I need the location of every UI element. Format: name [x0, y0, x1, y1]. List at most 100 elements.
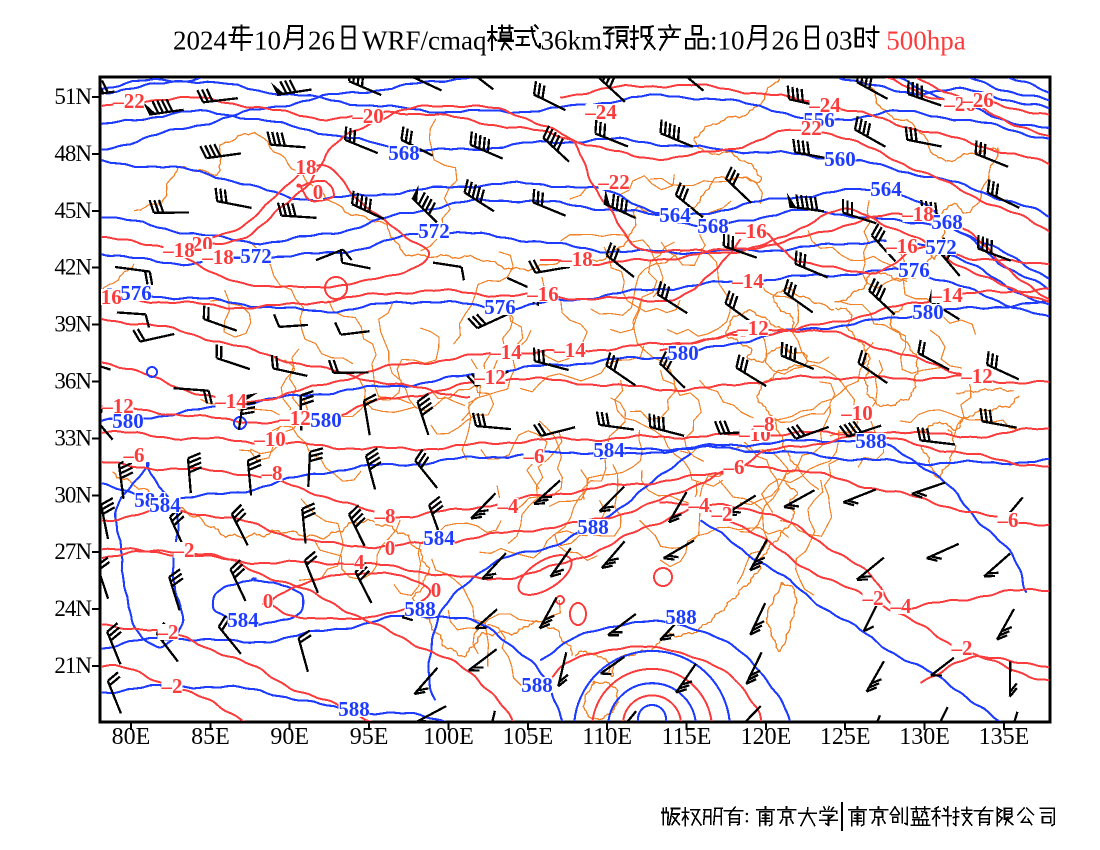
svg-text:–2: –2 [711, 502, 733, 526]
svg-text:588: 588 [404, 597, 436, 621]
svg-text:–14: –14 [214, 389, 247, 413]
svg-text:36N: 36N [54, 369, 92, 394]
svg-text:27N: 27N [54, 539, 92, 564]
svg-text:33N: 33N [54, 425, 92, 450]
svg-text:18: 18 [296, 155, 317, 179]
svg-text:2024: 2024 [173, 26, 228, 56]
svg-text:560: 560 [824, 147, 856, 171]
svg-text:0: 0 [313, 180, 324, 204]
svg-text:–2: –2 [161, 674, 183, 698]
svg-text:–12: –12 [736, 316, 769, 340]
svg-text:–12: –12 [101, 394, 134, 418]
svg-text:–2: –2 [862, 586, 884, 610]
svg-text:588: 588 [855, 429, 887, 453]
svg-text:24N: 24N [54, 596, 92, 621]
svg-text:–14: –14 [731, 269, 764, 293]
svg-text:85E: 85E [191, 724, 230, 750]
svg-text:42N: 42N [54, 255, 92, 280]
svg-text:51N: 51N [54, 84, 92, 109]
svg-text:580: 580 [310, 408, 342, 432]
svg-text:–10: –10 [840, 401, 873, 425]
svg-text:588: 588 [577, 515, 609, 539]
svg-text:580: 580 [912, 300, 944, 324]
svg-text:–20: –20 [351, 104, 384, 128]
svg-text:568: 568 [388, 141, 420, 165]
svg-text:–12: –12 [278, 406, 311, 430]
svg-text:–4: –4 [497, 494, 520, 518]
svg-text:–24: –24 [808, 93, 841, 117]
svg-text:–6: –6 [523, 444, 545, 468]
svg-text:568: 568 [931, 210, 963, 234]
svg-text::10: :10 [710, 26, 745, 56]
svg-text:588: 588 [338, 697, 370, 721]
svg-text:21N: 21N [54, 653, 92, 678]
svg-text:10: 10 [254, 26, 281, 56]
svg-text:–12: –12 [960, 364, 993, 388]
svg-text:115E: 115E [662, 724, 712, 750]
svg-text:WRF/cmaq: WRF/cmaq [362, 26, 487, 56]
svg-text:–26: –26 [961, 88, 994, 112]
svg-text:572: 572 [240, 244, 272, 268]
svg-text:–12: –12 [473, 365, 506, 389]
svg-text:–10: –10 [253, 427, 286, 451]
svg-text:–8: –8 [753, 412, 775, 436]
svg-text:–22: –22 [597, 170, 630, 194]
svg-text:–6: –6 [997, 508, 1019, 532]
svg-text:26: 26 [772, 26, 799, 56]
svg-text:0: 0 [431, 578, 442, 602]
svg-text:39N: 39N [54, 312, 92, 337]
svg-text:–18: –18 [560, 247, 593, 271]
svg-text:580: 580 [667, 341, 699, 365]
svg-text:–6: –6 [723, 455, 745, 479]
svg-text:–2: –2 [951, 636, 973, 660]
svg-text:572: 572 [418, 219, 450, 243]
svg-text:576: 576 [898, 258, 930, 282]
svg-text:100E: 100E [423, 724, 474, 750]
svg-text:564: 564 [870, 177, 902, 201]
svg-text:568: 568 [697, 214, 729, 238]
svg-text:–16: –16 [885, 234, 918, 258]
svg-text:572: 572 [925, 235, 957, 259]
svg-text:–14: –14 [553, 338, 586, 362]
svg-text:–18: –18 [201, 245, 234, 269]
svg-text:–22: –22 [789, 116, 822, 140]
svg-text:0: 0 [263, 589, 274, 613]
svg-text:584: 584 [423, 526, 455, 550]
svg-text::: : [744, 803, 755, 827]
svg-text:95E: 95E [350, 724, 389, 750]
svg-text:120E: 120E [741, 724, 792, 750]
svg-text:110E: 110E [582, 724, 632, 750]
svg-text:–16: –16 [89, 285, 122, 309]
svg-text:30N: 30N [54, 482, 92, 507]
svg-text:–8: –8 [261, 461, 283, 485]
svg-text:90E: 90E [270, 724, 309, 750]
svg-text:–2: –2 [173, 538, 195, 562]
svg-text:–14: –14 [489, 340, 522, 364]
svg-text:–14: –14 [930, 283, 963, 307]
svg-text:–6: –6 [123, 443, 145, 467]
svg-text:–22: –22 [112, 89, 145, 113]
svg-text:576: 576 [484, 295, 516, 319]
svg-text:130E: 130E [899, 724, 950, 750]
svg-text:–2: –2 [157, 620, 179, 644]
svg-text:0: 0 [385, 536, 396, 560]
svg-text:–4: –4 [343, 550, 366, 574]
svg-text:564: 564 [659, 203, 691, 227]
svg-text:–4: –4 [890, 594, 913, 618]
svg-text:–24: –24 [584, 100, 617, 124]
svg-text:45N: 45N [54, 198, 92, 223]
svg-text:–8: –8 [374, 504, 396, 528]
svg-text:36km: 36km [541, 26, 603, 56]
svg-text:500hpa: 500hpa [886, 26, 966, 56]
svg-text:48N: 48N [54, 141, 92, 166]
svg-text:–18: –18 [901, 202, 934, 226]
svg-text:80E: 80E [112, 724, 151, 750]
svg-text:–16: –16 [526, 282, 559, 306]
svg-text:584: 584 [149, 493, 181, 517]
svg-text:03: 03 [826, 26, 853, 56]
svg-text:–16: –16 [734, 219, 767, 243]
svg-text:125E: 125E [820, 724, 871, 750]
svg-text:26: 26 [308, 26, 335, 56]
svg-text:584: 584 [593, 438, 625, 462]
svg-text:584: 584 [227, 608, 259, 632]
